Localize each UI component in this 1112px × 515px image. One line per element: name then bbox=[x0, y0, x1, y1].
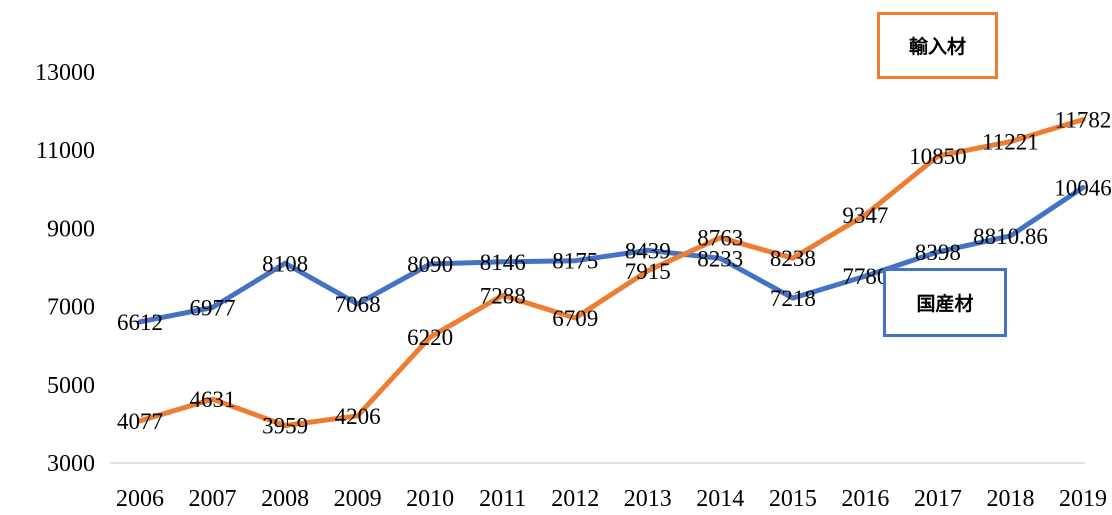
data-label-domestic: 10046 bbox=[1054, 176, 1112, 201]
y-tick-label: 5000 bbox=[47, 373, 95, 399]
data-label-domestic: 8090 bbox=[407, 252, 453, 277]
y-tick-label: 3000 bbox=[47, 451, 95, 477]
x-tick-label: 2013 bbox=[624, 486, 672, 512]
data-label-domestic: 7068 bbox=[335, 292, 381, 317]
data-label-import: 7915 bbox=[625, 259, 671, 284]
data-label-domestic: 8146 bbox=[480, 250, 526, 275]
y-tick-label: 11000 bbox=[36, 138, 95, 164]
data-label-import: 11782 bbox=[1055, 108, 1112, 133]
data-label-domestic: 8175 bbox=[552, 249, 598, 274]
data-label-import: 8763 bbox=[697, 226, 743, 251]
data-label-import: 8238 bbox=[770, 246, 816, 271]
series-lines bbox=[137, 117, 1086, 428]
x-tick-label: 2018 bbox=[986, 486, 1034, 512]
legend-import: 輸入材 bbox=[877, 12, 998, 79]
x-tick-label: 2006 bbox=[116, 486, 164, 512]
data-label-import: 11221 bbox=[982, 130, 1039, 155]
y-tick-label: 7000 bbox=[47, 295, 95, 321]
data-label-import: 6220 bbox=[407, 325, 453, 350]
data-label-domestic: 8439 bbox=[625, 238, 671, 263]
x-tick-label: 2011 bbox=[479, 486, 526, 512]
data-label-import: 7288 bbox=[480, 283, 526, 308]
data-label-domestic: 8398 bbox=[915, 240, 961, 265]
x-tick-label: 2007 bbox=[189, 486, 237, 512]
x-tick-label: 2012 bbox=[551, 486, 599, 512]
legend-domestic-label: 国産材 bbox=[916, 293, 974, 315]
x-tick-label: 2017 bbox=[914, 486, 962, 512]
x-axis-tick-labels: 2006 2007 2008 2009 2010 2011 2012 2013 2014 2015… bbox=[116, 486, 1107, 512]
data-label-domestic: 7218 bbox=[770, 286, 816, 311]
x-tick-label: 2008 bbox=[261, 486, 309, 512]
data-label-import: 3959 bbox=[262, 414, 308, 439]
y-tick-label: 9000 bbox=[47, 216, 95, 242]
legend-domestic: 国産材 bbox=[883, 268, 1007, 337]
y-axis-tick-labels: 3000 5000 7000 9000 11000 13000 bbox=[35, 60, 95, 477]
data-labels: 6612 6977 8108 7068 8090 8146 8175 8439 8233 7218… bbox=[117, 108, 1112, 439]
data-label-import: 6709 bbox=[552, 306, 598, 331]
data-label-import: 4631 bbox=[190, 387, 236, 412]
y-tick-label: 13000 bbox=[35, 60, 95, 86]
x-tick-label: 2019 bbox=[1059, 486, 1107, 512]
x-tick-label: 2015 bbox=[769, 486, 817, 512]
x-tick-label: 2016 bbox=[841, 486, 889, 512]
data-label-import: 10850 bbox=[909, 144, 967, 169]
data-label-import: 4077 bbox=[117, 409, 163, 434]
data-label-domestic: 6977 bbox=[190, 295, 236, 320]
data-label-domestic: 7780 bbox=[842, 264, 888, 289]
x-tick-label: 2014 bbox=[696, 486, 744, 512]
data-label-domestic: 8108 bbox=[262, 251, 308, 276]
legend-import-label: 輸入材 bbox=[908, 36, 966, 58]
data-label-domestic: 8233 bbox=[697, 246, 743, 271]
series-line-import bbox=[137, 117, 1086, 428]
series-line-domestic bbox=[137, 185, 1086, 325]
data-label-domestic: 6612 bbox=[117, 310, 163, 335]
x-tick-label: 2009 bbox=[334, 486, 382, 512]
data-label-import: 4206 bbox=[335, 404, 381, 429]
data-label-domestic: 8810.86 bbox=[973, 224, 1048, 249]
data-label-import: 9347 bbox=[842, 203, 888, 228]
x-tick-label: 2010 bbox=[406, 486, 454, 512]
